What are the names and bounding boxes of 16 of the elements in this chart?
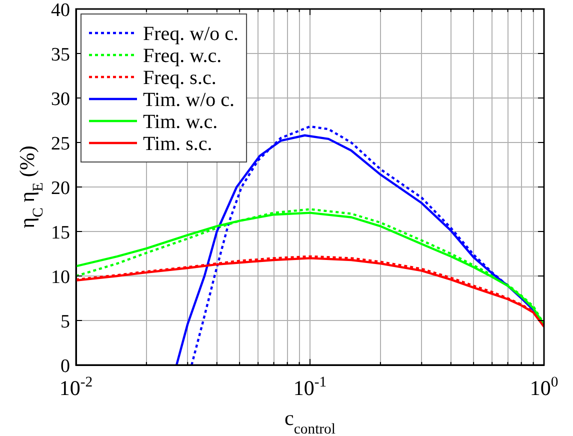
- y-tick-label: 15: [51, 222, 70, 244]
- legend-label: Freq. w.c.: [143, 45, 222, 67]
- legend-label: Tim. w/o c.: [143, 89, 235, 111]
- y-tick-label: 35: [51, 44, 70, 66]
- legend-label: Tim. s.c.: [143, 133, 212, 155]
- y-tick-label: 10: [51, 267, 70, 288]
- legend-label: Freq. s.c.: [143, 67, 216, 89]
- y-tick-label: 40: [51, 0, 70, 21]
- legend-label: Tim. w.c.: [143, 111, 218, 133]
- y-tick-label: 20: [51, 178, 70, 199]
- legend-label: Freq. w/o c.: [143, 23, 239, 45]
- y-axis-title: ηC ηE (%): [15, 146, 46, 228]
- y-tick-label: 5: [60, 312, 70, 332]
- y-tick-label: 30: [51, 89, 70, 110]
- y-tick-label: 0: [60, 356, 70, 377]
- y-tick-label: 25: [51, 134, 70, 154]
